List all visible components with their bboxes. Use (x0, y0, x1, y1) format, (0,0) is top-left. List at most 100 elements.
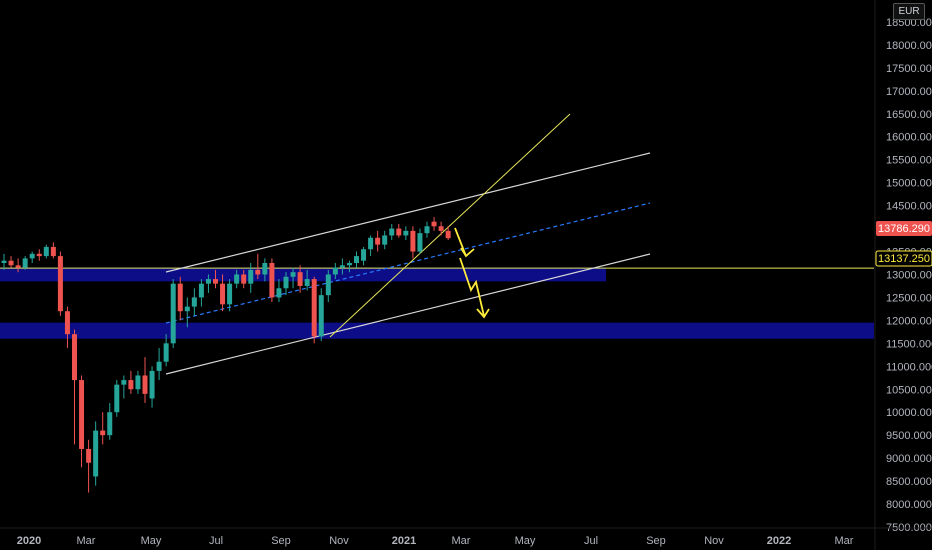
candle-body (283, 276, 289, 289)
support-zones (0, 267, 874, 339)
y-tick-label: 10500.000 (886, 384, 932, 396)
candle-body (43, 246, 49, 257)
candle-body (100, 430, 106, 436)
x-tick-label: May (141, 535, 162, 547)
candle-body (241, 274, 247, 284)
candlestick-series (1, 217, 451, 493)
candle-body (382, 235, 388, 245)
y-tick-label: 16500.000 (886, 109, 932, 121)
arrow-head-1 (460, 247, 475, 258)
candle-body (15, 265, 21, 268)
candle-body (8, 260, 14, 266)
y-tick-label: 8000.000 (886, 499, 932, 511)
projection-arrows (454, 227, 490, 319)
candle-body (361, 249, 367, 261)
candle-body (354, 256, 359, 263)
candle-body (107, 412, 113, 436)
candle-body (255, 269, 261, 275)
candle-body (177, 283, 183, 312)
y-tick-label: 13000.000 (886, 269, 932, 281)
candle-body (227, 283, 233, 305)
channel-upper-line (165, 152, 651, 273)
y-tick-label: 15000.000 (886, 178, 932, 190)
candle-body (297, 272, 303, 286)
candle-body (213, 279, 218, 284)
y-tick-label: 15500.000 (886, 155, 932, 167)
candle-body (135, 375, 141, 390)
candle-body (403, 230, 409, 236)
y-tick-label: 9000.000 (886, 453, 932, 465)
candle-body (163, 343, 169, 362)
y-tick-label: 16000.000 (886, 132, 932, 144)
x-tick-label: Sep (646, 535, 666, 547)
x-tick-label: Mar (77, 535, 96, 547)
candle-body (114, 384, 120, 413)
last-price-label: 13786.290 (876, 221, 932, 236)
candle-body (22, 258, 28, 268)
candle-body (368, 237, 374, 250)
candle-body (445, 230, 451, 239)
candle-body (248, 269, 254, 284)
candle-body (332, 267, 338, 275)
x-tick-label: Mar (452, 535, 471, 547)
candle-body (79, 380, 85, 449)
support-zone (0, 322, 874, 339)
y-tick-label: 8500.000 (886, 476, 932, 488)
channel-lower-line (165, 253, 651, 375)
y-tick-label: 11500.000 (886, 338, 932, 350)
x-tick-label: Sep (271, 535, 291, 547)
candle-body (262, 263, 268, 275)
candle-body (318, 295, 324, 337)
candle-body (220, 283, 226, 305)
candle-body (311, 279, 317, 337)
currency-badge[interactable]: EUR (893, 3, 925, 20)
candle-body (57, 256, 63, 312)
candle-body (36, 253, 42, 257)
candle-body (170, 283, 176, 344)
candle-body (389, 228, 395, 236)
trend-drawings (165, 113, 651, 375)
y-tick-label: 12000.000 (886, 315, 932, 327)
candle-body (72, 334, 77, 381)
candle-body (121, 380, 127, 385)
candle-body (1, 260, 7, 263)
arrow-down-2 (459, 257, 485, 317)
support-zone (0, 267, 606, 282)
y-tick-label: 11000.000 (886, 361, 932, 373)
candle-body (290, 272, 296, 277)
candle-body (431, 221, 437, 227)
candle-body (417, 233, 423, 252)
candle-body (396, 228, 402, 236)
candle-body (438, 226, 444, 231)
candle-body (29, 253, 35, 259)
x-tick-label: Jul (584, 535, 598, 547)
y-tick-label: 12500.000 (886, 292, 932, 304)
candle-body (304, 279, 310, 286)
candle-body (339, 265, 345, 268)
candle-body (184, 306, 190, 312)
y-tick-label: 9500.000 (886, 430, 932, 442)
y-tick-label: 18000.000 (886, 40, 932, 52)
x-tick-label: Mar (835, 535, 854, 547)
candle-body (191, 297, 197, 307)
time-axis[interactable]: 2020 Mar May Jul Sep Nov 2021 Mar May Jul Sep Nov 20… (0, 527, 932, 547)
candle-body (156, 361, 162, 371)
candle-body (128, 380, 134, 390)
y-tick-label: 10000.000 (886, 407, 932, 419)
level-price-text: 13137.250 (878, 253, 930, 265)
y-tick-label: 17000.000 (886, 86, 932, 98)
x-tick-label: 2020 (17, 535, 41, 547)
x-tick-label: Nov (329, 535, 349, 547)
x-tick-label: 2022 (767, 535, 791, 547)
candle-body (325, 274, 331, 296)
candle-body (86, 448, 92, 463)
candle-body (424, 226, 430, 234)
arrow-down-1 (454, 227, 467, 257)
arrow-head-2 (476, 308, 490, 319)
candle-body (142, 375, 148, 394)
x-tick-label: Jul (209, 535, 223, 547)
candle-body (93, 430, 99, 477)
candle-body (205, 279, 211, 284)
level-price-label: 13137.250 (875, 250, 932, 267)
